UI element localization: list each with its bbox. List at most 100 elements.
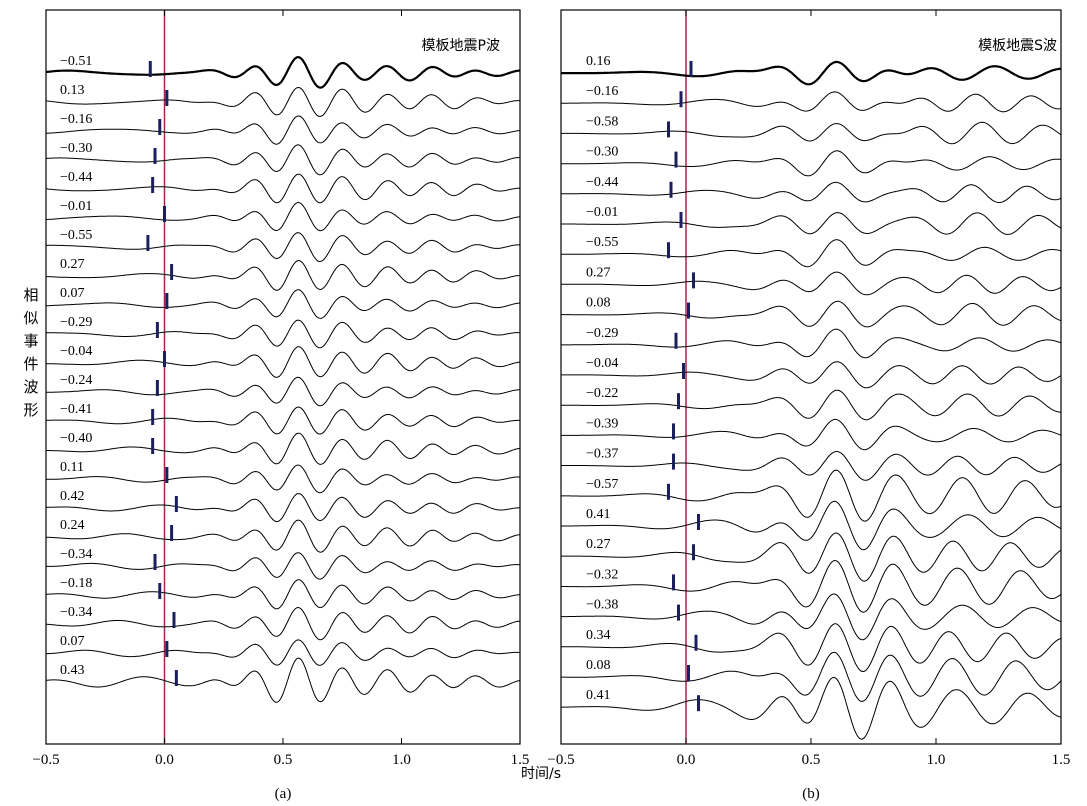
trace bbox=[45, 144, 520, 176]
trace-label: −0.58 bbox=[586, 114, 618, 129]
trace-label: −0.30 bbox=[60, 141, 92, 156]
trace bbox=[561, 300, 1062, 328]
x-tick-label: −0.5 bbox=[547, 752, 574, 768]
trace-label: 0.27 bbox=[586, 537, 611, 552]
template-trace bbox=[561, 60, 1062, 86]
x-tick-label: −0.5 bbox=[32, 752, 59, 768]
trace bbox=[561, 532, 1062, 582]
trace-label: 0.34 bbox=[586, 628, 611, 643]
trace-label: −0.37 bbox=[586, 447, 618, 462]
trace bbox=[45, 86, 521, 117]
trace-label: −0.44 bbox=[586, 175, 618, 190]
trace bbox=[45, 173, 520, 204]
trace-label: −0.04 bbox=[60, 344, 92, 359]
x-tick-label: 1.0 bbox=[392, 752, 411, 768]
trace bbox=[45, 606, 521, 641]
trace bbox=[45, 639, 521, 666]
panel-b: 0.16 −0.16 −0.58 −0.30 −0.44 −0.01 −0.55 0.27 0.… bbox=[547, 9, 1071, 802]
trace bbox=[561, 451, 1062, 481]
panel-a-traces bbox=[45, 10, 521, 744]
trace-label: −0.16 bbox=[60, 112, 92, 127]
panel-a: −0.51 0.13 −0.16 −0.30 −0.44 −0.01 −0.55 0.27 0.… bbox=[32, 9, 529, 802]
trace-label: −0.40 bbox=[60, 431, 92, 446]
trace bbox=[46, 464, 520, 494]
trace bbox=[561, 623, 1062, 672]
trace-label: 0.08 bbox=[586, 658, 611, 673]
trace-label: −0.34 bbox=[60, 605, 92, 620]
panel-b-labels: 0.16 −0.16 −0.58 −0.30 −0.44 −0.01 −0.55 0.27 0.… bbox=[586, 54, 618, 703]
template-label: 0.16 bbox=[586, 54, 611, 69]
trace-label: −0.22 bbox=[586, 386, 618, 401]
trace bbox=[561, 91, 1062, 113]
trace bbox=[560, 676, 1062, 740]
trace bbox=[561, 500, 1062, 551]
trace-label: −0.29 bbox=[60, 315, 92, 330]
trace-label: 0.27 bbox=[586, 265, 611, 280]
trace bbox=[561, 651, 1062, 702]
trace-label: 0.41 bbox=[586, 688, 611, 703]
trace-label: −0.30 bbox=[586, 145, 618, 160]
y-axis-label-char: 似 bbox=[23, 309, 38, 327]
trace-label: −0.16 bbox=[586, 84, 618, 99]
trace bbox=[45, 201, 521, 232]
x-tick-label: 1.0 bbox=[927, 752, 946, 768]
trace bbox=[45, 519, 521, 553]
trace-label: −0.01 bbox=[60, 199, 92, 214]
panel-b-traces bbox=[560, 10, 1062, 744]
trace bbox=[561, 418, 1062, 451]
trace-label: −0.39 bbox=[586, 416, 618, 431]
x-tick-label: 0.5 bbox=[274, 752, 293, 768]
panel-a-labels: −0.51 0.13 −0.16 −0.30 −0.44 −0.01 −0.55 0.27 0.… bbox=[60, 54, 92, 678]
trace-label: −0.18 bbox=[60, 576, 92, 591]
trace-label: 0.27 bbox=[60, 257, 85, 272]
panel-a-tag: (a) bbox=[275, 786, 292, 802]
y-axis-label-char: 件 bbox=[23, 355, 38, 373]
trace-label: −0.55 bbox=[586, 235, 618, 250]
x-tick-label: 1.5 bbox=[1052, 752, 1071, 768]
panel-a-title: 模板地震P波 bbox=[422, 38, 500, 54]
trace-label: −0.01 bbox=[586, 205, 618, 220]
trace bbox=[561, 212, 1062, 235]
trace-label: 0.07 bbox=[60, 634, 85, 649]
trace bbox=[46, 346, 521, 378]
trace bbox=[46, 232, 520, 262]
trace-label: −0.29 bbox=[586, 326, 618, 341]
trace-label: −0.04 bbox=[586, 356, 618, 371]
x-tick-label: 0.0 bbox=[155, 752, 174, 768]
panel-b-tag: (b) bbox=[802, 786, 820, 802]
trace bbox=[561, 121, 1062, 145]
panel-a-picks bbox=[146, 61, 178, 686]
trace bbox=[561, 239, 1062, 268]
y-axis-label-char: 事 bbox=[23, 332, 38, 350]
trace-label: 0.43 bbox=[60, 663, 85, 678]
trace bbox=[46, 115, 521, 145]
trace bbox=[46, 552, 521, 580]
trace bbox=[561, 150, 1062, 177]
x-tick-label: 1.5 bbox=[511, 752, 530, 768]
x-tick-label: 0.0 bbox=[677, 752, 696, 768]
y-axis-label-char: 波 bbox=[23, 378, 38, 396]
trace-label: −0.55 bbox=[60, 228, 92, 243]
trace-label: −0.32 bbox=[586, 567, 618, 582]
trace-label: −0.24 bbox=[60, 373, 92, 388]
trace bbox=[45, 657, 521, 703]
trace bbox=[45, 579, 521, 610]
trace-label: 0.13 bbox=[60, 83, 85, 98]
trace-label: −0.34 bbox=[60, 547, 92, 562]
trace-label: 0.24 bbox=[60, 518, 85, 533]
panel-b-frame bbox=[560, 9, 1062, 745]
template-trace bbox=[45, 55, 521, 89]
trace-label: 0.08 bbox=[586, 296, 611, 311]
trace bbox=[46, 319, 521, 349]
trace-label: −0.57 bbox=[586, 477, 618, 492]
panel-b-picks bbox=[667, 61, 700, 712]
trace bbox=[561, 181, 1062, 204]
trace-label: −0.41 bbox=[60, 402, 92, 417]
template-label: −0.51 bbox=[60, 54, 92, 69]
trace-label: 0.41 bbox=[586, 507, 611, 522]
panel-a-ticks: −0.5 0.0 0.5 1.0 1.5 bbox=[32, 10, 529, 768]
trace-label: −0.44 bbox=[60, 170, 92, 185]
trace bbox=[46, 376, 521, 407]
